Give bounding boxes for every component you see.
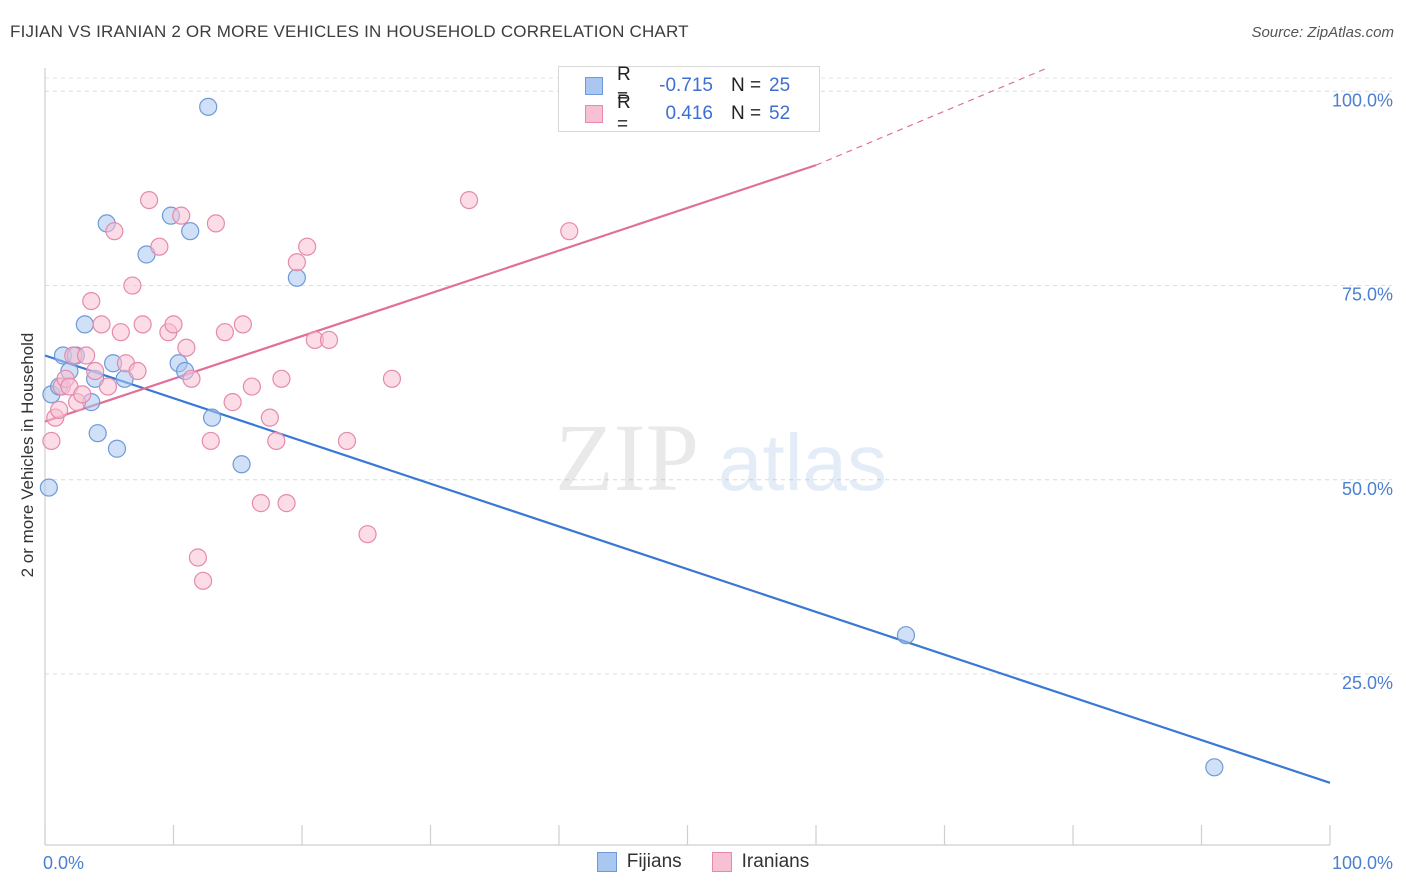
iranian-point bbox=[233, 315, 252, 334]
iranian-point bbox=[560, 222, 579, 241]
iranian-point bbox=[206, 214, 226, 233]
y-axis-label: 2 or more Vehicles in Household bbox=[18, 332, 37, 578]
iranian-point bbox=[123, 276, 142, 295]
watermark-atlas: atlas bbox=[718, 418, 887, 507]
iranian-point bbox=[242, 377, 261, 396]
x-tick-label: 0.0% bbox=[43, 853, 84, 873]
iranian-point bbox=[337, 431, 357, 451]
r-label: R = bbox=[617, 64, 631, 107]
iranians-trend-line bbox=[44, 164, 817, 423]
axes bbox=[44, 68, 1331, 846]
fijian-point bbox=[199, 97, 218, 116]
iranian-point bbox=[82, 292, 101, 311]
iranian-point bbox=[133, 315, 152, 334]
fijian-point bbox=[39, 478, 58, 497]
r-label: R = bbox=[617, 92, 631, 135]
iranian-point bbox=[50, 400, 69, 419]
legend-item-fijians[interactable]: Fijians bbox=[596, 851, 682, 873]
iranian-point bbox=[172, 206, 191, 225]
iranians-swatch bbox=[585, 105, 603, 123]
trend-lines bbox=[44, 67, 1331, 784]
fijian-point bbox=[202, 408, 222, 427]
iranian-point bbox=[73, 385, 92, 404]
iranian-point bbox=[272, 369, 291, 388]
chart-title: FIJIAN VS IRANIAN 2 OR MORE VEHICLES IN … bbox=[10, 22, 689, 41]
fijian-point bbox=[232, 455, 251, 474]
iranian-point bbox=[177, 338, 196, 357]
iranian-point bbox=[42, 431, 61, 451]
iranian-point bbox=[267, 431, 286, 451]
n-label: N = bbox=[731, 75, 762, 96]
watermark-zip: ZIP bbox=[555, 404, 699, 511]
y-tick-label: 100.0% bbox=[1332, 90, 1393, 110]
fijians-legend-swatch bbox=[596, 852, 617, 872]
fijians-trend-line bbox=[44, 354, 1331, 784]
iranian-point bbox=[277, 494, 296, 513]
fijians-swatch bbox=[585, 77, 603, 95]
iranian-point bbox=[459, 190, 479, 210]
y-tick-label: 50.0% bbox=[1342, 479, 1393, 499]
iranian-point bbox=[382, 369, 402, 388]
iranian-point bbox=[298, 237, 317, 256]
iranian-point bbox=[201, 431, 220, 451]
iranian-point bbox=[193, 571, 213, 590]
iranian-point bbox=[319, 330, 339, 350]
iranian-point bbox=[358, 525, 377, 544]
iranian-point bbox=[215, 323, 234, 342]
watermark: ZIP atlas bbox=[555, 404, 887, 511]
iranian-point bbox=[188, 548, 208, 567]
iranian-point bbox=[86, 361, 105, 381]
iranian-point bbox=[111, 323, 130, 342]
iranian-point bbox=[223, 393, 242, 412]
series-legend: Fijians Iranians bbox=[0, 851, 1406, 873]
source-label: Source: ZipAtlas.com bbox=[1251, 24, 1394, 41]
iranian-point bbox=[260, 408, 279, 427]
iranian-point bbox=[287, 253, 306, 272]
iranian-point bbox=[128, 361, 147, 381]
legend-row-iranians: R = 0.416 N = 52 bbox=[585, 92, 791, 135]
iranian-point bbox=[150, 237, 169, 256]
fijian-point bbox=[1205, 758, 1224, 777]
fijian-point bbox=[181, 222, 200, 241]
iranian-point bbox=[139, 190, 159, 210]
iranian-point bbox=[77, 346, 96, 365]
fijian-point bbox=[107, 439, 127, 458]
fijian-point bbox=[287, 268, 306, 287]
correlation-legend: R = -0.715 N = 25 R = 0.416 N = 52 bbox=[558, 64, 820, 135]
y-tick-label: 25.0% bbox=[1342, 673, 1393, 693]
n-label: N = bbox=[731, 103, 762, 124]
legend-row-fijians: R = -0.715 N = 25 bbox=[585, 64, 791, 107]
iranian-point bbox=[105, 222, 124, 241]
x-tick-label: 100.0% bbox=[1332, 853, 1393, 873]
gridlines bbox=[45, 77, 1392, 675]
iranians-legend-label: Iranians bbox=[741, 851, 810, 872]
fijians-legend-label: Fijians bbox=[626, 851, 682, 872]
iranian-point bbox=[92, 315, 111, 334]
r-value: 0.416 bbox=[665, 103, 713, 124]
legend-item-iranians[interactable]: Iranians bbox=[711, 851, 810, 873]
fijian-point bbox=[88, 424, 107, 443]
iranian-point bbox=[98, 377, 118, 396]
iranian-point bbox=[164, 315, 183, 334]
iranian-point bbox=[182, 369, 201, 388]
n-value: 52 bbox=[769, 103, 791, 124]
iranian-point bbox=[251, 494, 270, 513]
fijian-point bbox=[896, 626, 916, 645]
fijian-point bbox=[75, 315, 94, 334]
r-value: -0.715 bbox=[659, 75, 713, 96]
iranians-trend-extension bbox=[815, 67, 1048, 166]
tick-labels: 100.0% 75.0% 50.0% 25.0% 0.0% 100.0% bbox=[43, 90, 1393, 873]
y-tick-label: 75.0% bbox=[1342, 285, 1393, 305]
iranians-legend-swatch bbox=[711, 852, 732, 872]
n-value: 25 bbox=[769, 75, 791, 96]
